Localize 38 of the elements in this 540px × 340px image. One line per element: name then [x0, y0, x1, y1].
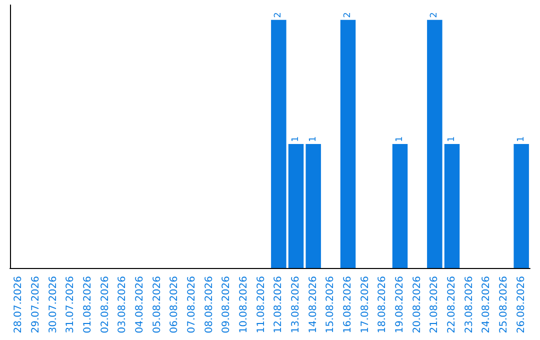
x-tick-label: 26.08.2026: [516, 276, 527, 334]
data-label: 2: [274, 12, 284, 18]
x-tick-label: 30.07.2026: [48, 276, 59, 334]
x-tick-label: 17.08.2026: [360, 276, 371, 334]
data-label: 1: [308, 136, 318, 142]
x-tick-label: 22.08.2026: [446, 276, 458, 334]
x-tick-label: 18.08.2026: [377, 276, 388, 334]
x-tick-label: 25.08.2026: [498, 276, 510, 334]
x-tick-label: 10.08.2026: [238, 276, 250, 334]
x-tick-label: 19.08.2026: [394, 276, 406, 334]
x-tick-label: 12.08.2026: [273, 276, 284, 334]
x-tick-label: 13.08.2026: [290, 276, 302, 334]
x-tick-label: 03.08.2026: [117, 276, 128, 334]
x-tick-label: 14.08.2026: [308, 276, 319, 334]
x-tick-label: 09.08.2026: [221, 276, 232, 334]
x-tick-label: 23.08.2026: [464, 276, 475, 334]
x-tick-label: 20.08.2026: [412, 276, 423, 334]
data-label: 1: [516, 136, 526, 142]
x-tick-label: 08.08.2026: [204, 276, 215, 334]
data-label: 1: [395, 136, 405, 142]
x-tick-label: 31.07.2026: [65, 276, 76, 334]
x-tick-label: 24.08.2026: [481, 276, 492, 334]
data-label: 1: [291, 136, 301, 142]
x-tick-label: 02.08.2026: [100, 276, 111, 334]
x-tick-label: 11.08.2026: [256, 276, 267, 334]
x-tick-label: 15.08.2026: [325, 276, 336, 334]
x-tick-label: 21.08.2026: [429, 276, 440, 334]
x-tick-label: 05.08.2026: [152, 276, 163, 334]
data-label: 2: [430, 12, 440, 18]
x-tick-label: 28.07.2026: [13, 276, 24, 334]
x-tick-label: 04.08.2026: [134, 276, 146, 334]
data-label: 2: [343, 12, 353, 18]
x-tick-label: 07.08.2026: [186, 276, 198, 334]
x-tick-label: 01.08.2026: [82, 276, 94, 334]
data-label: 1: [447, 136, 457, 142]
x-tick-label: 06.08.2026: [169, 276, 180, 334]
x-tick-label: 29.07.2026: [30, 276, 42, 334]
x-tick-label: 16.08.2026: [342, 276, 354, 334]
